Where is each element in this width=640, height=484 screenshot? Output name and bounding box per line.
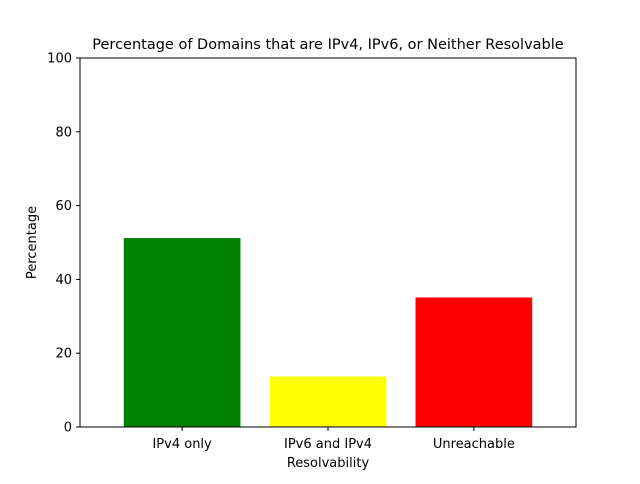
x-axis-label: Resolvability xyxy=(287,456,370,471)
y-tick-label: 60 xyxy=(55,199,72,214)
x-axis-ticks: IPv4 only IPv6 and IPv4 Unreachable xyxy=(152,427,515,452)
chart-title: Percentage of Domains that are IPv4, IPv… xyxy=(92,37,563,53)
y-tick-label: 80 xyxy=(55,125,72,140)
bar-ipv4-only xyxy=(123,238,241,427)
y-tick-label: 100 xyxy=(47,52,72,67)
x-tick-label: IPv6 and IPv4 xyxy=(284,437,372,452)
bar-unreachable xyxy=(415,297,533,427)
bars-layer xyxy=(123,238,533,427)
y-tick-label: 20 xyxy=(55,347,72,362)
y-axis-label: Percentage xyxy=(25,206,40,279)
y-axis-ticks: 0 20 40 60 80 100 xyxy=(47,52,80,436)
x-tick-label: Unreachable xyxy=(433,437,515,452)
y-tick-label: 0 xyxy=(64,421,72,436)
bar-ipv6-and-ipv4 xyxy=(269,376,387,427)
y-tick-label: 40 xyxy=(55,273,72,288)
x-tick-label: IPv4 only xyxy=(152,437,212,452)
plot-area-frame xyxy=(79,57,577,428)
